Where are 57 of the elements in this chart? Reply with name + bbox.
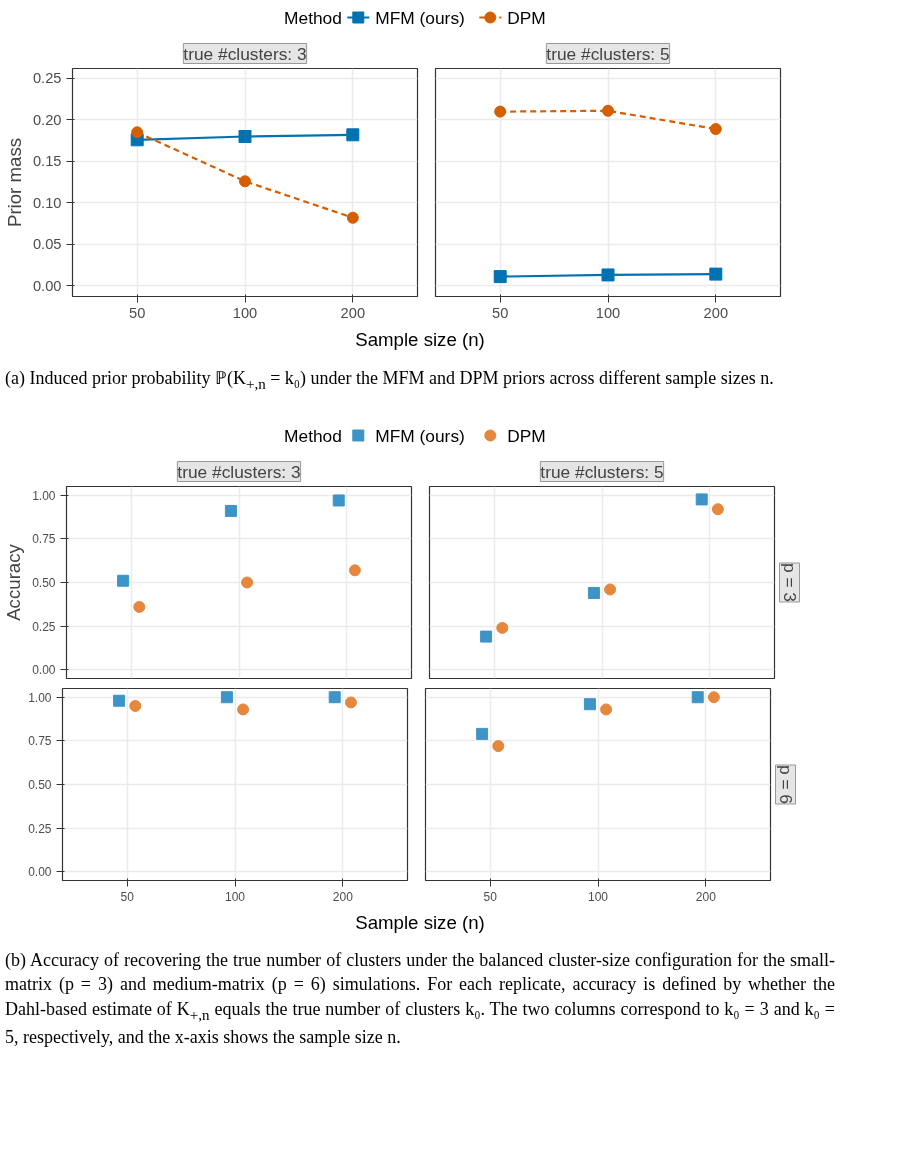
y-tick-label: 1.00 bbox=[28, 690, 52, 705]
y-tick-label: 0.25 bbox=[28, 821, 52, 836]
y-tick-label: 0.25 bbox=[32, 619, 56, 634]
point bbox=[493, 270, 507, 284]
chart-title: true #clusters: 3 bbox=[183, 43, 307, 64]
point bbox=[601, 268, 615, 282]
x-tick-label: 100 bbox=[595, 304, 621, 321]
point bbox=[709, 267, 723, 281]
y-axis-title: Accuracy bbox=[3, 542, 25, 621]
x-tick-label: 100 bbox=[224, 889, 246, 904]
legend-label: MFM (ours) bbox=[375, 7, 465, 28]
y-tick-label: 0.50 bbox=[28, 777, 52, 792]
chart-title: true #clusters: 3 bbox=[177, 461, 301, 482]
text: (a) Induced prior probability ℙ(K$_{+,n}$ = k₀) under the MFM and DPM priors across different sample sizes n. bbox=[5, 366, 774, 394]
y-tick-label: 0.00 bbox=[32, 662, 56, 677]
point bbox=[131, 126, 144, 139]
x-axis-title: Sample size (n) bbox=[355, 910, 485, 935]
x-tick-label: 100 bbox=[232, 304, 258, 321]
point bbox=[709, 123, 722, 136]
text: (b) Accuracy of recovering the true number of clusters under the balanced cluster-size configuration for the small-matrix (p = 3) and medium-matrix (p = 6) simulations. For each replicate, accuracy is defined by whether the Dahl-based estimate of K$_{+,n}$ equals the true number of clusters k₀. The two columns correspond to k₀ = 3 and k₀ = 5, respectively, and the x-axis shows the sample size n. bbox=[5, 949, 836, 1049]
x-tick-label: 200 bbox=[340, 304, 366, 321]
chart-title: true #clusters: 5 bbox=[546, 43, 670, 64]
y-tick-label: 0.00 bbox=[28, 864, 52, 879]
point bbox=[346, 211, 359, 224]
y-tick-label: 0.20 bbox=[32, 111, 62, 128]
x-tick-label: 50 bbox=[483, 889, 498, 904]
point bbox=[239, 175, 251, 188]
x-tick-label: 100 bbox=[587, 889, 609, 904]
y-tick-label: 0.15 bbox=[32, 153, 62, 170]
chart-title: true #clusters: 5 bbox=[540, 461, 664, 482]
x-tick-label: 200 bbox=[332, 889, 354, 904]
x-axis-title: Sample size (n) bbox=[355, 328, 485, 352]
legend-title: Method bbox=[284, 425, 342, 446]
y-tick-label: 0.50 bbox=[32, 575, 56, 590]
legend-title: Method bbox=[284, 7, 342, 28]
y-tick-label: 0.25 bbox=[32, 70, 62, 87]
text: p = 6 bbox=[775, 764, 796, 804]
x-tick-label: 50 bbox=[120, 889, 135, 904]
legend-label: DPM bbox=[507, 425, 546, 446]
x-tick-label: 50 bbox=[129, 304, 146, 321]
y-tick-label: 0.10 bbox=[32, 194, 62, 211]
point bbox=[494, 105, 507, 118]
legend-label: MFM (ours) bbox=[375, 425, 465, 446]
y-axis-title: Prior mass bbox=[3, 137, 25, 228]
point bbox=[602, 104, 614, 117]
point bbox=[238, 129, 252, 143]
point bbox=[346, 128, 360, 142]
y-tick-label: 0.75 bbox=[28, 733, 52, 748]
x-tick-label: 200 bbox=[703, 304, 729, 321]
y-tick-label: 0.00 bbox=[32, 277, 62, 294]
legend-label: DPM bbox=[507, 7, 546, 28]
x-tick-label: 200 bbox=[695, 889, 717, 904]
y-tick-label: 0.75 bbox=[32, 531, 56, 546]
y-tick-label: 0.05 bbox=[32, 236, 62, 253]
x-tick-label: 50 bbox=[492, 304, 509, 321]
text: p = 3 bbox=[779, 562, 800, 602]
y-tick-label: 1.00 bbox=[32, 488, 56, 503]
